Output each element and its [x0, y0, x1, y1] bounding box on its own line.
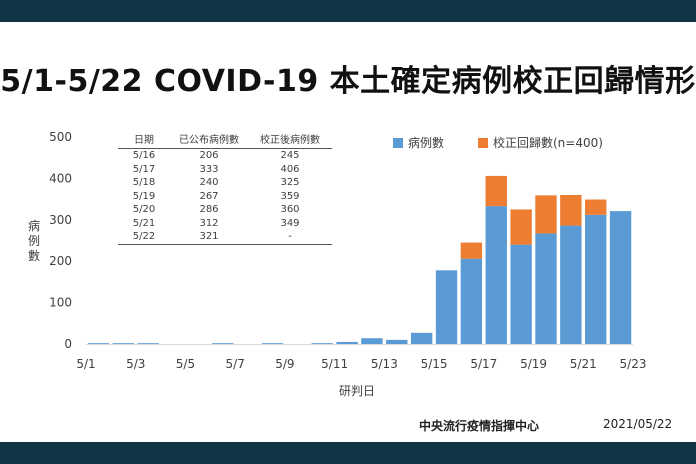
bar-reported [212, 343, 234, 344]
y-tick-label: 100 [49, 296, 72, 310]
x-tick-label: 5/5 [176, 357, 195, 371]
y-tick-label: 400 [49, 171, 72, 185]
x-tick-label: 5/23 [620, 357, 647, 371]
table-cell: 5/22 [132, 231, 156, 242]
bottom-band [0, 442, 696, 464]
bar-correction [535, 195, 557, 234]
x-tick-label: 5/19 [520, 357, 547, 371]
bar-reported [336, 341, 358, 344]
legend-label-reported: 病例數 [408, 136, 445, 150]
legend-item-correction: 校正回歸數(n=400) [478, 134, 603, 151]
table-row: 5/18 240 325 [118, 176, 332, 190]
bar-correction [510, 209, 532, 245]
table-cell: 240 [199, 177, 219, 188]
bar-reported [535, 233, 557, 344]
bar-reported [585, 214, 607, 344]
bar-reported [386, 339, 408, 344]
bar-reported [137, 343, 159, 344]
y-tick-label: 200 [49, 254, 72, 268]
bar-correction [560, 194, 582, 226]
x-tick-label: 5/13 [371, 357, 398, 371]
bar-correction [585, 199, 607, 215]
table-cell: 5/19 [132, 190, 156, 202]
table-row: 5/19 267 359 [118, 190, 332, 204]
table-cell: 325 [280, 177, 300, 188]
table-header-date: 日期 [134, 135, 154, 146]
x-tick-label: 5/21 [570, 357, 597, 371]
y-axis-label-char-1: 病 [27, 219, 40, 233]
table-cell: 245 [280, 150, 300, 161]
table-row: 5/21 312 349 [118, 217, 332, 231]
y-axis-label: 病 例 數 [27, 219, 41, 264]
x-tick-label: 5/9 [275, 357, 294, 371]
table-cell: 5/16 [132, 150, 156, 161]
table-cell: 321 [199, 231, 219, 242]
table-cell: 349 [280, 217, 300, 229]
table-header: 日期 已公布病例數 校正後病例數 [118, 133, 332, 149]
bar-reported [609, 211, 632, 344]
bar-reported [485, 206, 507, 344]
table-header-reported: 已公布病例數 [179, 135, 239, 146]
table-cell: 267 [199, 190, 219, 202]
table-cell: 206 [199, 150, 219, 161]
bar-reported [311, 343, 333, 344]
bar-reported [410, 332, 433, 344]
table-row: 5/17 333 406 [118, 163, 332, 177]
y-tick-label: 300 [49, 213, 72, 227]
bar-correction [460, 242, 483, 259]
table-cell: 312 [199, 217, 219, 229]
y-axis-label-char-3: 數 [27, 249, 40, 263]
table-row: 5/16 206 245 [118, 149, 332, 163]
bar-reported [435, 270, 458, 344]
table-row: 5/20 286 360 [118, 203, 332, 217]
table-cell: 5/17 [132, 163, 156, 175]
y-tick-label: 0 [64, 337, 72, 351]
top-band [0, 0, 696, 22]
x-tick-label: 5/17 [470, 357, 497, 371]
legend-label-correction: 校正回歸數(n=400) [493, 136, 603, 150]
table-cell: 5/20 [132, 204, 156, 215]
bar-reported [112, 343, 134, 344]
table-cell: 286 [199, 204, 219, 215]
table-cell: 360 [280, 204, 300, 215]
x-tick-label: 5/3 [126, 357, 145, 371]
legend-swatch-correction [478, 138, 488, 148]
bar-correction [485, 175, 507, 207]
legend-swatch-reported [393, 138, 403, 148]
bar-reported [510, 244, 532, 344]
x-tick-label: 5/15 [421, 357, 448, 371]
table-header-corrected: 校正後病例數 [260, 135, 320, 146]
x-tick-label: 5/7 [226, 357, 245, 371]
y-tick-label: 500 [49, 130, 72, 144]
legend-item-reported: 病例數 [393, 134, 444, 151]
chart-title: 5/1-5/22 COVID-19 本土確定病例校正回歸情形 [0, 64, 696, 99]
table-cell: - [288, 231, 292, 242]
bar-reported [361, 338, 383, 344]
x-tick-label: 5/1 [76, 357, 95, 371]
correction-table: 日期 已公布病例數 校正後病例數 5/16 206 245 5/17 333 4… [118, 133, 332, 245]
bar-reported [560, 225, 582, 344]
bar-reported [261, 343, 284, 344]
bar-reported [87, 343, 110, 344]
x-tick-label: 5/11 [321, 357, 348, 371]
table-cell: 406 [280, 163, 300, 175]
table-row: 5/22 321 - [118, 230, 332, 245]
table-cell: 359 [280, 190, 300, 202]
table-cell: 5/21 [132, 217, 156, 229]
table-cell: 5/18 [132, 177, 156, 188]
footer-date: 2021/05/22 [603, 417, 673, 431]
y-axis-label-char-2: 例 [27, 234, 40, 248]
bar-reported [460, 258, 483, 344]
footer-organization: 中央流行疫情指揮中心 [419, 419, 540, 433]
x-axis-label: 研判日 [338, 384, 375, 398]
table-cell: 333 [199, 163, 219, 175]
